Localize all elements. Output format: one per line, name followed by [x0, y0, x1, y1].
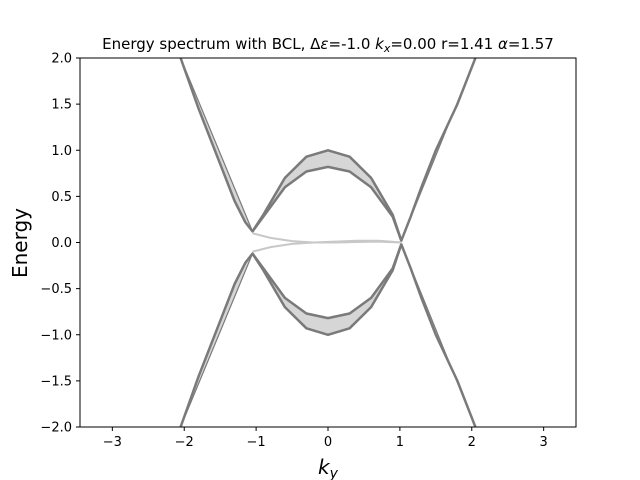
title-mid1: =-1.0	[329, 35, 376, 53]
lower-outer-band-line	[179, 243, 477, 427]
title-suffix: =1.57	[508, 35, 554, 53]
title-mid2: =0.00 r=1.41	[390, 35, 498, 53]
y-tick-label: −2.0	[40, 421, 72, 436]
x-axis-label: ky	[318, 455, 339, 480]
x-tick-label: −2	[175, 435, 194, 450]
y-tick-label: 0.5	[51, 190, 72, 205]
title-k-subscript: x	[383, 42, 391, 55]
edge-state-line-2	[252, 239, 402, 253]
x-axis-label-subscript: y	[329, 466, 339, 480]
y-tick-label: −1.0	[40, 328, 72, 343]
title-prefix: Energy spectrum with BCL, Δ	[102, 35, 321, 53]
x-axis-ticks: −3 −2 −1 0 1 2 3	[103, 427, 548, 450]
lower-inner-band-line	[251, 243, 403, 320]
upper-inner-band-line	[251, 165, 403, 242]
x-tick-label: 2	[468, 435, 476, 450]
y-axis-ticks: 2.0 1.5 1.0 0.5 0.0 −0.5 −1.0 −1.5 −2.0	[40, 52, 80, 436]
edge-states	[252, 232, 402, 253]
y-tick-label: 2.0	[51, 52, 72, 67]
upper-outer-band-line	[179, 58, 477, 242]
title-epsilon: ε	[320, 35, 328, 53]
x-tick-label: −1	[247, 435, 266, 450]
y-tick-label: −0.5	[40, 282, 72, 297]
y-axis-label: Energy	[8, 208, 32, 278]
y-tick-label: 0.0	[51, 236, 72, 251]
x-tick-label: 1	[396, 435, 404, 450]
x-tick-label: 0	[324, 435, 332, 450]
title-k: k	[375, 35, 385, 53]
bulk-bands	[179, 58, 477, 427]
x-tick-label: 3	[540, 435, 548, 450]
y-tick-label: 1.0	[51, 144, 72, 159]
x-axis-label-main: k	[318, 455, 331, 479]
y-tick-label: 1.5	[51, 98, 72, 113]
y-tick-label: −1.5	[40, 374, 72, 389]
title-alpha: α	[498, 35, 508, 53]
x-tick-label: −3	[103, 435, 122, 450]
chart-title: Energy spectrum with BCL, Δε=-1.0 kx=0.0…	[102, 35, 554, 55]
